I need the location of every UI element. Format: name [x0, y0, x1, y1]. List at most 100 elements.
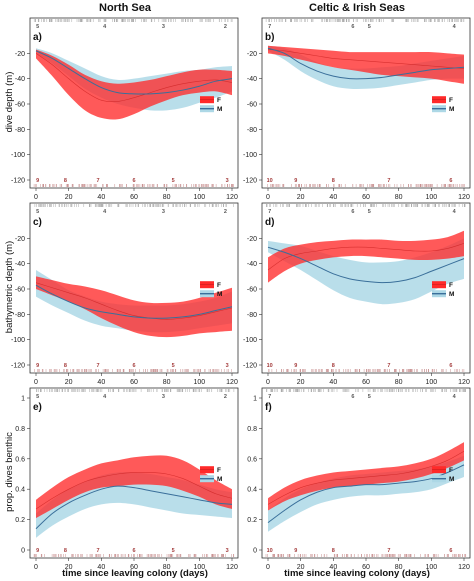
x-tick-label: 80	[395, 564, 403, 571]
top-count-label: 5	[368, 209, 371, 215]
x-tick-label: 0	[34, 194, 38, 201]
bottom-count-label: 9	[36, 178, 39, 184]
y-tick-label: 0.4	[15, 487, 25, 494]
bottom-count-label: 8	[64, 363, 67, 369]
bottom-count-label: 9	[294, 363, 297, 369]
x-tick-label: 40	[97, 194, 105, 201]
bottom-count-label: 3	[226, 178, 229, 184]
panel-b: 7 6 5 4 10 9 8 7 6 -120 -100 -80 -60 -40 -20 0 20 40 60 80 1…	[243, 17, 471, 201]
series-M-line	[35, 485, 233, 530]
bottom-count-label: 8	[332, 178, 335, 184]
bottom-count-label: 6	[132, 548, 135, 554]
y-tick-label: -40	[247, 76, 257, 83]
legend-label-M: M	[217, 291, 222, 298]
y-tick-label: -20	[247, 236, 257, 243]
x-tick-label: 100	[425, 379, 437, 386]
top-count-label: 4	[103, 394, 107, 400]
x-tick-label: 100	[425, 194, 437, 201]
top-count-label: 4	[453, 394, 457, 400]
y-tick-label: -60	[15, 287, 25, 294]
x-tick-label: 100	[193, 379, 205, 386]
x-tick-label: 20	[297, 379, 305, 386]
bottom-count-label: 5	[172, 178, 175, 184]
y-tick-label: -20	[15, 236, 25, 243]
y-tick-label: -60	[15, 102, 25, 109]
x-tick-label: 120	[458, 379, 470, 386]
bottom-count-label: 8	[332, 363, 335, 369]
x-tick-label: 100	[425, 564, 437, 571]
x-tick-label: 120	[226, 194, 238, 201]
top-count-label: 4	[103, 209, 107, 215]
panel-letter: b)	[265, 32, 274, 43]
row-ylabel-dive-depth: dive depth (m)	[4, 72, 15, 133]
rug-top	[266, 204, 466, 207]
x-tick-label: 20	[65, 379, 73, 386]
top-count-label: 2	[224, 394, 227, 400]
top-count-label: 5	[368, 24, 371, 30]
panel-letter: f)	[265, 402, 272, 413]
top-count-label: 5	[36, 394, 39, 400]
y-tick-label: -100	[243, 337, 257, 344]
y-tick-label: 0.4	[247, 487, 257, 494]
y-tick-label: 0.2	[247, 517, 257, 524]
bottom-count-label: 7	[387, 178, 390, 184]
bottom-count-label: 3	[226, 363, 229, 369]
x-tick-label: 20	[65, 194, 73, 201]
rug-bottom	[34, 369, 232, 372]
x-tick-label: 0	[266, 194, 270, 201]
x-tick-label: 0	[266, 564, 270, 571]
bottom-count-label: 5	[172, 548, 175, 554]
panel-letter: c)	[33, 217, 42, 228]
bottom-count-label: 8	[64, 178, 67, 184]
y-tick-label: 0	[21, 548, 25, 555]
y-tick-label: 0.6	[247, 456, 257, 463]
y-tick-label: -60	[247, 287, 257, 294]
top-count-label: 6	[351, 24, 354, 30]
bottom-count-label: 7	[387, 363, 390, 369]
bottom-count-label: 6	[132, 178, 135, 184]
y-tick-label: -80	[15, 127, 25, 134]
y-tick-label: 0.6	[15, 456, 25, 463]
x-tick-label: 100	[193, 564, 205, 571]
x-tick-label: 120	[458, 564, 470, 571]
x-tick-label: 60	[130, 379, 138, 386]
panel-f: 7 6 5 410 9 8 7 600.20.40.60.810 20 40 60 80 100 120f…	[247, 387, 471, 571]
legend-label-F: F	[449, 282, 453, 289]
y-tick-label: -80	[15, 312, 25, 319]
x-tick-label: 100	[193, 194, 205, 201]
legend-label-F: F	[217, 467, 221, 474]
x-tick-label: 120	[226, 379, 238, 386]
series-F-line	[267, 243, 465, 271]
series-F-band	[268, 442, 464, 511]
legend-label-F: F	[449, 97, 453, 104]
y-tick-label: -80	[247, 312, 257, 319]
row-ylabel-prop-dives-benthic: prop. dives benthic	[4, 432, 15, 512]
x-tick-label: 80	[163, 379, 171, 386]
x-tick-label: 40	[329, 379, 337, 386]
series-M-line	[267, 464, 465, 524]
legend-label-M: M	[449, 291, 454, 298]
series-F-line	[35, 471, 233, 510]
y-tick-label: 0	[253, 548, 257, 555]
bottom-count-label: 6	[449, 178, 452, 184]
y-tick-label: -120	[243, 363, 257, 370]
panel-d: 7 6 5 4 10 9 8 7 6 -120 -100 -80 -60 -40 -20 0 20 40 60 80 1…	[243, 202, 471, 386]
top-count-label: 4	[103, 24, 107, 30]
top-count-label: 4	[453, 209, 457, 215]
series-F-line	[35, 53, 233, 102]
bottom-count-label: 7	[97, 548, 100, 554]
series-M-line	[35, 50, 233, 95]
x-tick-label: 0	[34, 379, 38, 386]
bottom-count-label: 9	[294, 178, 297, 184]
panels: 5 4 3 29 8 7 6 5 3-120-100-80-60-40-200 20 40 60 80 1…	[11, 17, 471, 571]
panel-e: 5 4 3 2 9 8 7 6 5 3 0 0.2 0.4 0.6 0.8 1 0 20 40 60 80 100 120 e…	[15, 387, 239, 571]
rug-bottom	[265, 554, 467, 557]
rug-top	[265, 19, 465, 22]
x-tick-label: 20	[65, 564, 73, 571]
top-count-label: 6	[351, 209, 354, 215]
y-tick-label: -40	[15, 261, 25, 268]
series-F-band	[36, 455, 232, 519]
x-tick-label: 120	[226, 564, 238, 571]
x-tick-label: 80	[163, 194, 171, 201]
x-tick-label: 20	[297, 564, 305, 571]
